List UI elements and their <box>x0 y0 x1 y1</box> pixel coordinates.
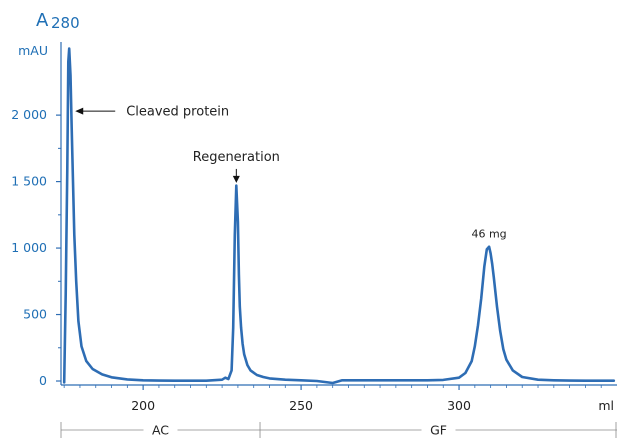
x-axis-unit: ml <box>598 398 614 413</box>
x-tick-label: 250 <box>289 398 313 413</box>
chromatogram-trace <box>62 47 616 385</box>
annotation-arrowhead <box>75 107 84 115</box>
annotation-label: Regeneration <box>193 150 280 165</box>
y-axis-title-subscript: 280 <box>51 14 80 32</box>
x-tick-label: 300 <box>447 398 471 413</box>
x-axis-ticks: 200 250 300 <box>63 385 602 413</box>
y-tick-label: 2 000 <box>11 107 47 122</box>
region-label: AC <box>152 423 169 438</box>
y-tick-label: 0 <box>39 373 47 388</box>
y-axis-unit: mAU <box>18 43 48 58</box>
annotation-label: Cleaved protein <box>126 105 229 120</box>
fraction-regions: AC GF <box>60 422 617 438</box>
region-label: GF <box>430 423 447 438</box>
y-tick-label: 1 500 <box>11 174 47 189</box>
y-tick-label: 500 <box>23 307 47 322</box>
y-tick-label: 1 000 <box>11 240 47 255</box>
annotation-arrowhead <box>232 175 240 183</box>
annotations-group: Cleaved protein Regeneration 46 mg <box>75 105 507 240</box>
y-axis-title: A <box>36 10 49 31</box>
series-group <box>62 47 616 385</box>
y-axis-ticks: 0 500 1 000 1 500 2 000 <box>11 107 61 388</box>
annotation-label: 46 mg <box>471 227 506 240</box>
x-tick-label: 200 <box>131 398 155 413</box>
